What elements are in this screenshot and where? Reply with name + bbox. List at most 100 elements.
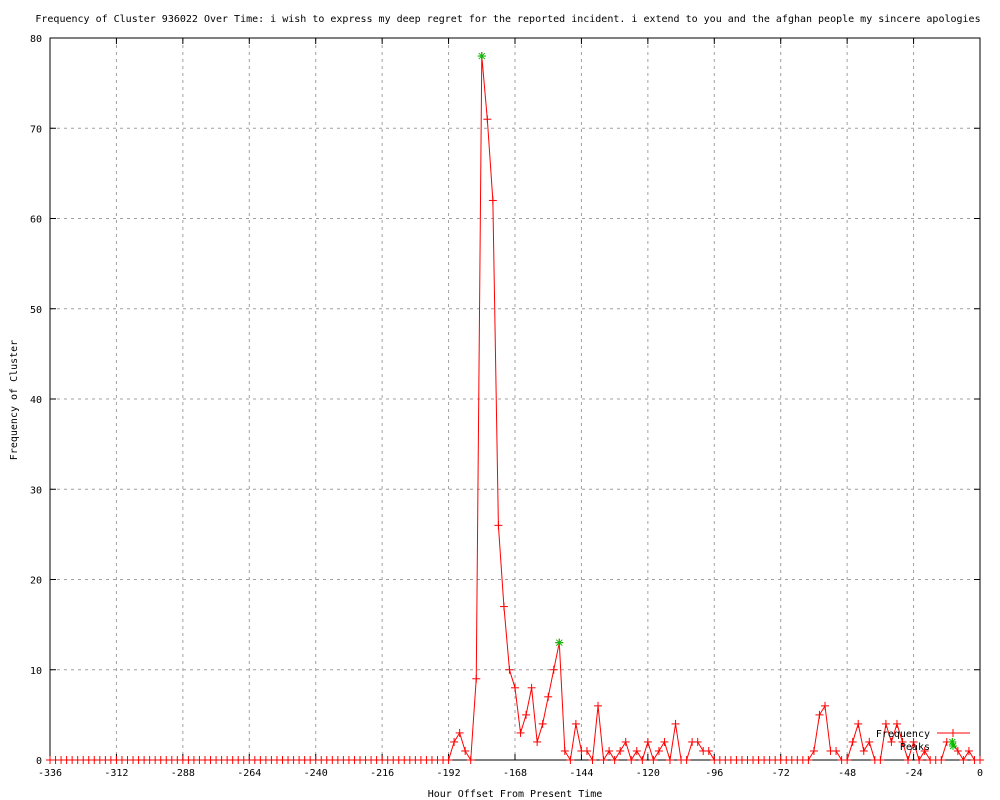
frequency-point — [450, 737, 459, 746]
frequency-point — [959, 756, 968, 764]
frequency-point — [599, 756, 608, 764]
frequency-point — [809, 746, 818, 755]
frequency-point — [588, 756, 597, 764]
frequency-point — [522, 710, 531, 719]
frequency-point — [566, 756, 575, 764]
frequency-point — [898, 737, 907, 746]
frequency-point — [621, 737, 630, 746]
frequency-point — [594, 701, 603, 710]
plot-frame — [49, 37, 981, 761]
frequency-point — [693, 737, 702, 746]
frequency-point — [527, 683, 536, 692]
frequency-point — [904, 756, 913, 764]
frequency-point — [915, 756, 924, 764]
y-axis-label: Frequency of Cluster — [9, 340, 20, 460]
frequency-point — [859, 746, 868, 755]
frequency-point — [964, 746, 973, 755]
legend-marker-frequency — [949, 729, 957, 737]
x-tick-label: -192 — [437, 768, 461, 779]
frequency-point — [920, 746, 929, 755]
x-tick-label: -168 — [503, 768, 527, 779]
frequency-point — [461, 746, 470, 755]
frequency-point — [876, 756, 885, 764]
y-tick-label: 30 — [30, 485, 42, 496]
frequency-point — [887, 737, 896, 746]
x-axis-label: Hour Offset From Present Time — [428, 789, 603, 800]
legend: Frequency Peaks — [876, 729, 970, 753]
ticks: -336 -312 -288 -264 -240 -216 -192 -168 -144 -120… — [30, 34, 983, 779]
legend-marker-peaks — [949, 742, 957, 750]
frequency-point — [483, 115, 492, 124]
frequency-point — [544, 692, 553, 701]
y-tick-label: 50 — [30, 305, 42, 316]
frequency-point — [627, 756, 636, 764]
marker-d2 — [555, 639, 563, 647]
chart-title: Frequency of Cluster 936022 Over Time: i… — [35, 14, 980, 25]
frequency-point — [865, 737, 874, 746]
x-tick-label: -96 — [705, 768, 723, 779]
frequency-point — [649, 756, 658, 764]
frequency-point — [821, 701, 829, 710]
x-tick-label: -144 — [569, 768, 593, 779]
frequency-point — [843, 756, 852, 764]
frequency-point — [704, 746, 713, 755]
marker-d2 — [949, 742, 957, 750]
frequency-point — [444, 756, 453, 764]
frequency-point — [472, 674, 481, 683]
frequency-point — [632, 746, 641, 755]
x-tick-label: -264 — [237, 768, 261, 779]
x-tick-label: -288 — [171, 768, 195, 779]
frequency-point — [909, 737, 918, 746]
y-tick-label: 20 — [30, 576, 42, 587]
frequency-point — [605, 746, 614, 755]
frequency-point — [582, 746, 591, 755]
frequency-point — [654, 746, 663, 755]
frequency-point — [881, 719, 890, 728]
frequency-point — [488, 196, 497, 205]
frequency-point — [549, 665, 558, 674]
frequency-point — [832, 746, 841, 755]
y-tick-label: 60 — [30, 215, 42, 226]
frequency-point — [511, 683, 519, 692]
frequency-point — [660, 737, 669, 746]
frequency-point — [560, 746, 569, 755]
frequency-point — [804, 756, 813, 764]
frequency-point — [610, 756, 619, 764]
frequency-point — [455, 728, 464, 737]
frequency-point — [499, 602, 508, 611]
frequency-point — [854, 719, 863, 728]
y-tick-label: 70 — [30, 124, 42, 135]
frequency-point — [815, 710, 824, 719]
peak-point — [477, 52, 486, 61]
frequency-point — [953, 746, 962, 755]
series — [46, 52, 984, 764]
frequency-point — [643, 737, 652, 746]
legend-label-peaks: Peaks — [900, 742, 930, 753]
frequency-point — [848, 737, 857, 746]
x-tick-label: 0 — [977, 768, 983, 779]
x-tick-label: -312 — [104, 768, 128, 779]
x-tick-label: -120 — [636, 768, 660, 779]
frequency-point — [976, 756, 984, 764]
frequency-point — [571, 719, 580, 728]
frequency-point — [616, 746, 625, 755]
frequency-point — [937, 756, 946, 764]
frequency-point — [466, 756, 475, 764]
x-tick-label: -240 — [304, 768, 328, 779]
x-tick-label: -24 — [905, 768, 923, 779]
frequency-point — [533, 737, 542, 746]
x-tick-label: -336 — [38, 768, 62, 779]
x-tick-label: -72 — [772, 768, 790, 779]
y-tick-label: 80 — [30, 34, 42, 45]
frequency-point — [671, 719, 680, 728]
frequency-point — [682, 756, 691, 764]
marker-d2 — [478, 52, 486, 60]
y-tick-label: 40 — [30, 395, 42, 406]
frequency-point — [516, 728, 525, 737]
x-tick-label: -48 — [838, 768, 856, 779]
frequency-point — [892, 719, 901, 728]
peak-point — [555, 638, 564, 647]
y-tick-label: 0 — [36, 756, 42, 767]
legend-label-frequency: Frequency — [876, 729, 930, 740]
